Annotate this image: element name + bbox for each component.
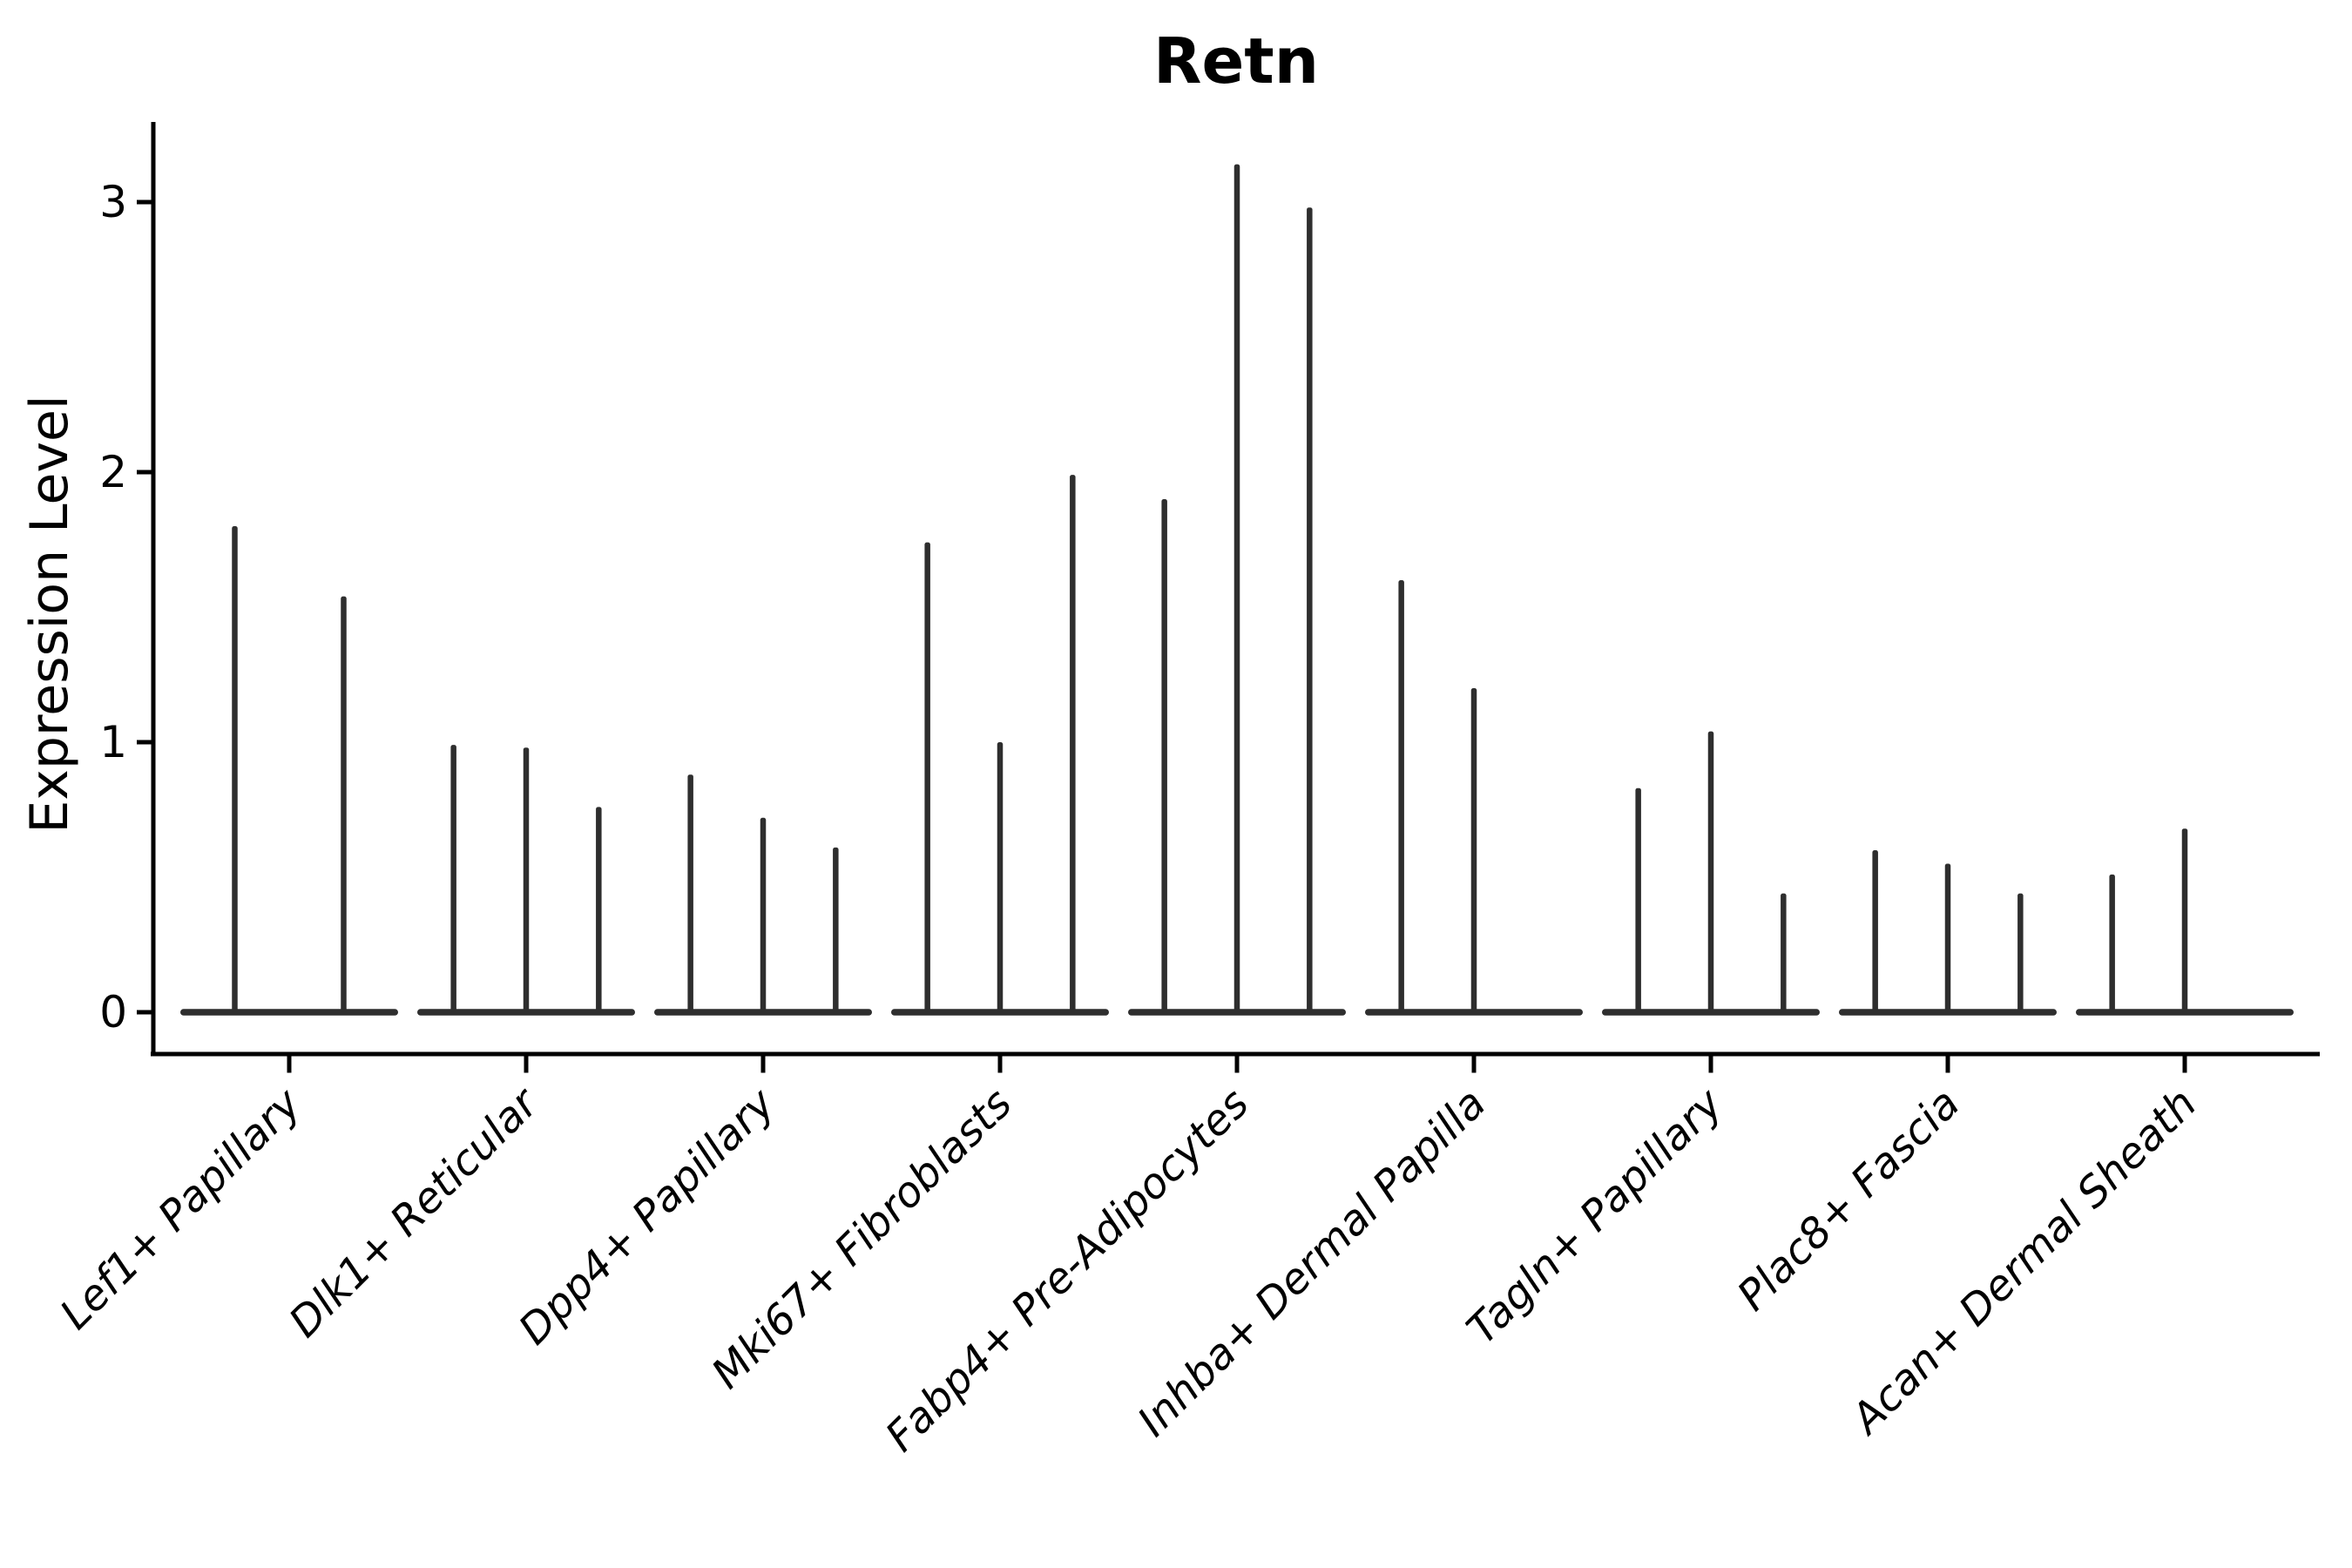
violin-spike [1070,475,1076,1012]
x-tick-label: Lef1+ Papillary [51,1078,311,1339]
y-tick-label: 2 [99,447,127,497]
violin-spike [1944,863,1951,1012]
violin-spike [1872,850,1878,1012]
violin-spike [1781,893,1787,1012]
x-tick-label: Plac8+ Fascia [1728,1079,1970,1321]
violin-spike [596,807,602,1012]
violin-spike [1707,731,1714,1012]
violin-spike [1470,688,1477,1012]
violin-spike [1233,164,1240,1013]
violin-spike [760,817,767,1012]
violin-spike [341,596,347,1012]
violin-spike [232,526,238,1012]
violin-spike [997,742,1004,1012]
violin-spike [833,847,839,1012]
y-tick-label: 3 [99,177,127,227]
violin-spike [2181,828,2188,1012]
violin-spike [2109,874,2115,1012]
violin-spike [2017,893,2024,1012]
violin-baseline [180,1009,398,1016]
violin-spike [1398,580,1404,1012]
x-tick-label: Tagln+ Papillary [1457,1078,1733,1354]
violin-spike [924,542,930,1012]
violin-spike [1307,207,1313,1012]
violin-spike [523,747,530,1012]
chart-title: Retn [1153,24,1319,98]
violin-spike [1635,787,1641,1012]
violin-spike [1161,499,1167,1012]
x-tick-label: Dpp4+ Papillary [510,1078,785,1354]
x-tick-label: Dlk1+ Reticular [280,1078,550,1348]
violin-spike [450,745,456,1012]
violin-spike [687,774,693,1012]
y-tick-label: 0 [99,987,127,1037]
y-tick-label: 1 [99,717,127,767]
